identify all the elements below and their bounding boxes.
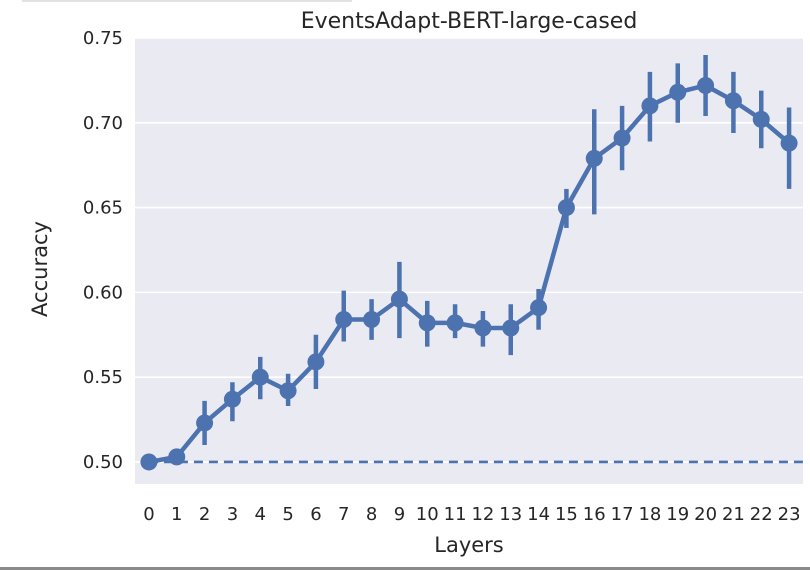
x-tick-label: 7 (338, 504, 349, 525)
x-tick-labels: 0 1 2 3 4 5 6 7 8 9 10 11 12 13 14 15 16 17 18 19 20 21 22 23 (143, 504, 800, 525)
data-point (641, 97, 659, 115)
data-point (140, 453, 158, 471)
data-point (307, 353, 325, 371)
x-tick-label: 20 (694, 504, 717, 525)
data-point (335, 311, 353, 329)
y-tick-label: 0.60 (83, 282, 123, 303)
plot-background (135, 38, 803, 484)
y-tick-label: 0.55 (83, 367, 123, 388)
x-tick-label: 3 (227, 504, 238, 525)
data-point (363, 311, 381, 329)
data-point (502, 319, 520, 337)
y-tick-label: 0.65 (83, 198, 123, 219)
x-tick-label: 19 (666, 504, 689, 525)
y-tick-label: 0.50 (83, 452, 123, 473)
data-point (446, 314, 464, 332)
data-point (251, 368, 269, 386)
x-tick-label: 2 (199, 504, 210, 525)
data-point (223, 390, 241, 408)
chart-title: EventsAdapt-BERT-large-cased (301, 9, 638, 34)
data-points (140, 76, 798, 471)
x-tick-label: 6 (310, 504, 321, 525)
x-axis-label: Layers (434, 533, 504, 557)
data-point (724, 92, 742, 110)
data-point (780, 134, 798, 152)
data-point (196, 414, 214, 432)
data-point (697, 76, 715, 94)
x-tick-label: 0 (143, 504, 154, 525)
x-tick-label: 23 (778, 504, 801, 525)
data-point (613, 129, 631, 147)
y-tick-label: 0.75 (83, 28, 123, 49)
data-point (168, 448, 186, 466)
data-point (585, 149, 603, 167)
x-tick-label: 22 (750, 504, 773, 525)
data-point (390, 290, 408, 308)
x-tick-label: 15 (555, 504, 578, 525)
x-tick-label: 1 (171, 504, 182, 525)
x-tick-label: 13 (499, 504, 522, 525)
x-tick-label: 9 (394, 504, 405, 525)
x-tick-label: 11 (444, 504, 467, 525)
y-axis-label: Accuracy (28, 221, 52, 317)
data-point (474, 319, 492, 337)
x-tick-label: 18 (638, 504, 661, 525)
y-tick-label: 0.70 (83, 113, 123, 134)
x-tick-label: 10 (416, 504, 439, 525)
top-edge-strip (22, 0, 352, 2)
x-tick-label: 14 (527, 504, 550, 525)
data-point (669, 83, 687, 101)
x-tick-label: 12 (471, 504, 494, 525)
x-tick-label: 8 (366, 504, 377, 525)
data-point (530, 299, 548, 317)
x-tick-label: 5 (282, 504, 293, 525)
data-point (752, 110, 770, 128)
y-tick-labels: 0.50 0.55 0.60 0.65 0.70 0.75 (83, 28, 123, 473)
data-point (279, 382, 297, 400)
x-tick-label: 21 (722, 504, 745, 525)
bottom-edge-strip (0, 567, 810, 570)
data-point (557, 199, 575, 217)
x-tick-label: 4 (255, 504, 266, 525)
data-point (418, 314, 436, 332)
x-tick-label: 17 (611, 504, 634, 525)
x-tick-label: 16 (583, 504, 606, 525)
